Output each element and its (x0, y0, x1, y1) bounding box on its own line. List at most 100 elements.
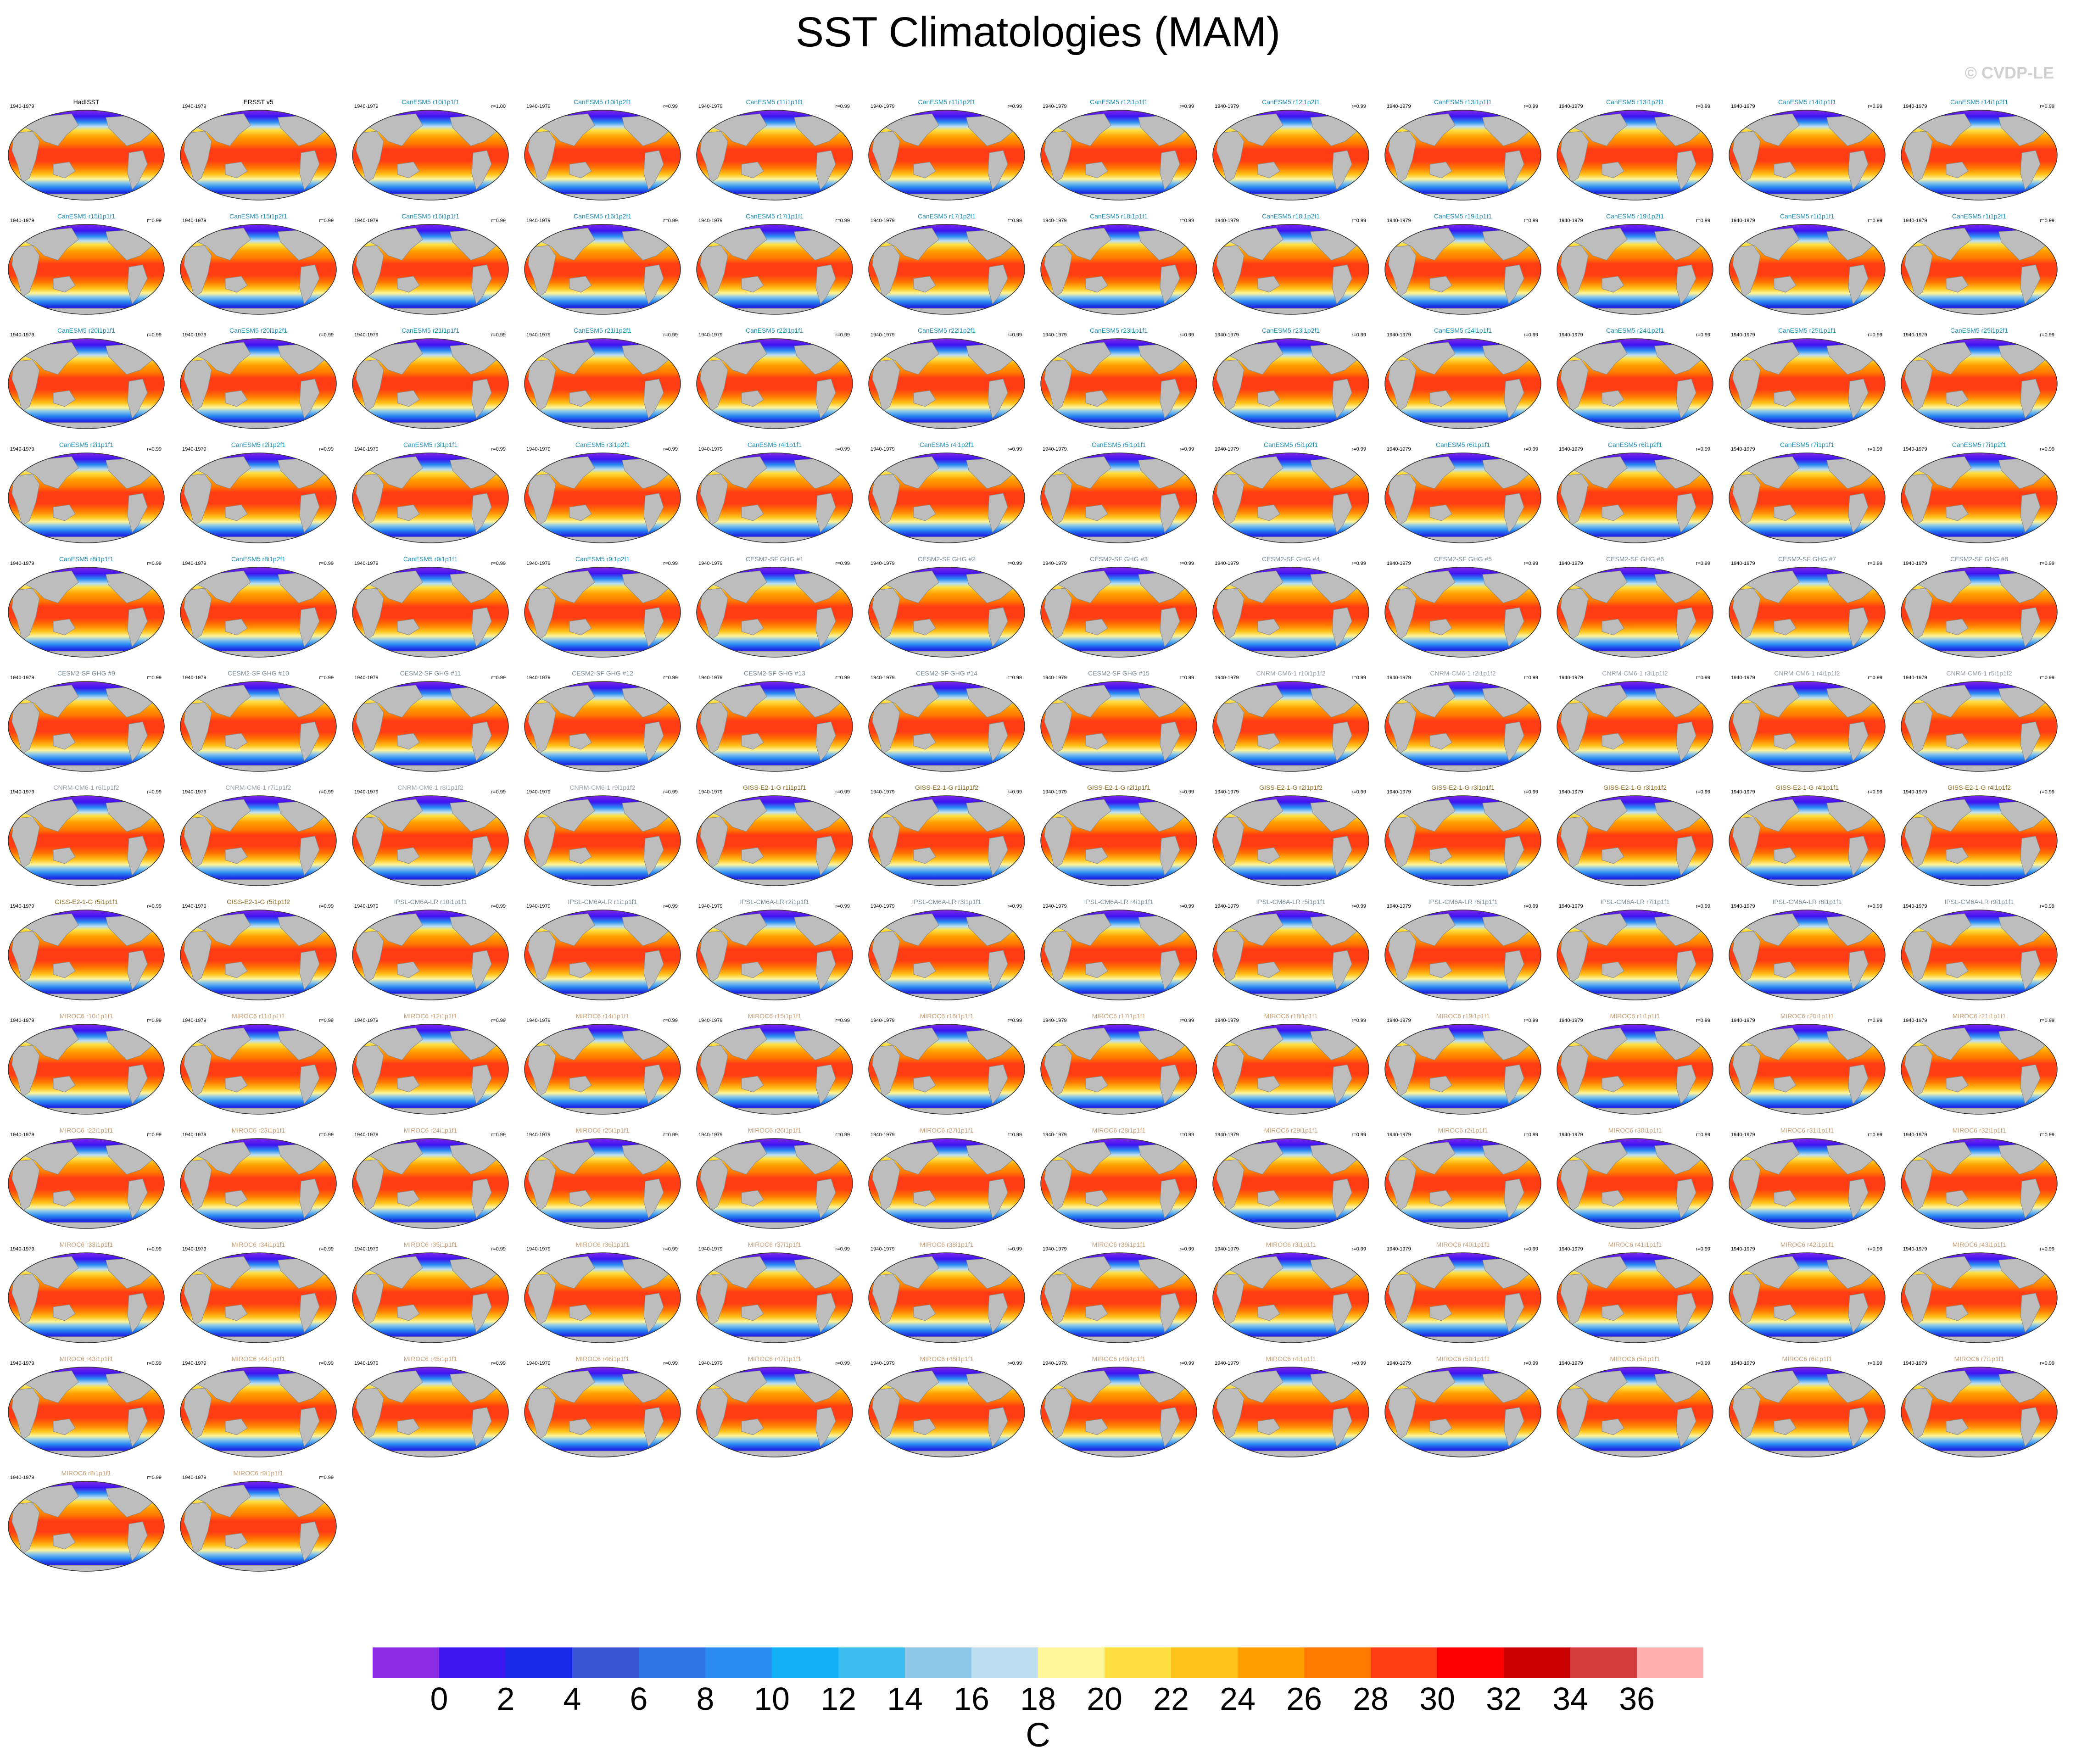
panel-title: MIROC6 r50i1p1f1 (1436, 1355, 1490, 1362)
sst-map (1212, 1367, 1369, 1457)
panel-title: IPSL-CM6A-LR r8i1p1f1 (1772, 898, 1842, 905)
panel-correlation: r=0.99 (1351, 675, 1367, 681)
panel-period: 1940-1979 (1215, 1361, 1239, 1366)
sst-map (1729, 1024, 1886, 1115)
panel-period: 1940-1979 (1903, 789, 1927, 795)
panel-period: 1940-1979 (182, 218, 206, 223)
panel-title: IPSL-CM6A-LR r2i1p1f1 (740, 898, 809, 905)
map-panel: 1940-1979 CanESM5 r25i1p1f1 r=0.99 (1724, 325, 1890, 435)
panel-period: 1940-1979 (1559, 332, 1583, 338)
sst-map (180, 338, 337, 429)
panel-period: 1940-1979 (871, 332, 895, 338)
panel-period: 1940-1979 (1215, 218, 1239, 223)
panel-period: 1940-1979 (1903, 904, 1927, 909)
map-panel: 1940-1979 MIROC6 r18i1p1f1 r=0.99 (1208, 1010, 1373, 1121)
sst-map (8, 910, 165, 1000)
panel-correlation: r=0.99 (319, 1246, 334, 1252)
map-panel: 1940-1979 CanESM5 r1i1p1f1 r=0.99 (1724, 211, 1890, 321)
panel-period: 1940-1979 (1215, 447, 1239, 452)
panel-correlation: r=0.99 (1868, 1361, 1883, 1366)
panel-correlation: r=0.99 (1524, 218, 1539, 223)
panel-correlation: r=0.99 (663, 218, 678, 223)
map-panel: 1940-1979 MIROC6 r17i1p1f1 r=0.99 (1036, 1010, 1201, 1121)
map-panel: 1940-1979 ERSST v5 (176, 96, 341, 207)
sst-map (1212, 110, 1369, 201)
panel-correlation: r=0.99 (319, 675, 334, 681)
panel-correlation: r=0.99 (1696, 218, 1711, 223)
panel-period: 1940-1979 (1903, 104, 1927, 109)
panel-period: 1940-1979 (1731, 789, 1755, 795)
panel-period: 1940-1979 (871, 104, 895, 109)
panel-period: 1940-1979 (526, 561, 551, 566)
panel-period: 1940-1979 (698, 218, 723, 223)
panel-correlation: r=0.99 (1696, 904, 1711, 909)
sst-map (1040, 1138, 1197, 1229)
panel-period: 1940-1979 (526, 447, 551, 452)
panel-correlation: r=0.99 (319, 1475, 334, 1480)
map-panel: 1940-1979 CanESM5 r23i1p2f1 r=0.99 (1208, 325, 1373, 435)
colorbar-tick-label: 10 (754, 1681, 790, 1717)
panel-title: MIROC6 r22i1p1f1 (59, 1127, 113, 1134)
panel-correlation: r=0.99 (1524, 675, 1539, 681)
panel-correlation: r=0.99 (319, 447, 334, 452)
panel-period: 1940-1979 (1559, 904, 1583, 909)
map-panel: 1940-1979 MIROC6 r47i1p1f1 r=0.99 (692, 1353, 857, 1463)
colorbar-tick-label: 12 (820, 1681, 856, 1717)
panel-title: CanESM5 r22i1p1f1 (745, 327, 804, 334)
map-panel: 1940-1979 MIROC6 r6i1p1f1 r=0.99 (1724, 1353, 1890, 1463)
panel-period: 1940-1979 (10, 218, 34, 223)
panel-title: CanESM5 r6i1p2f1 (1607, 441, 1663, 448)
panel-period: 1940-1979 (354, 675, 379, 681)
panel-period: 1940-1979 (698, 1361, 723, 1366)
panel-title: MIROC6 r14i1p1f1 (575, 1012, 630, 1020)
sst-map (1729, 110, 1886, 201)
panel-title: IPSL-CM6A-LR r1i1p1f1 (568, 898, 637, 905)
map-panel: 1940-1979 MIROC6 r33i1p1f1 r=0.99 (4, 1239, 169, 1349)
panel-correlation: r=0.99 (1007, 1246, 1022, 1252)
panel-correlation: r=0.99 (1696, 1361, 1711, 1366)
sst-map (524, 1367, 681, 1457)
sst-map (1901, 1138, 2058, 1229)
panel-correlation: r=0.99 (1351, 1246, 1367, 1252)
panel-period: 1940-1979 (182, 447, 206, 452)
panel-title: CESM2-SF GHG #1 (745, 555, 804, 563)
panel-title: CanESM5 r5i1p1f1 (1091, 441, 1146, 448)
panel-correlation: r=0.99 (835, 1246, 850, 1252)
map-panel: 1940-1979 CanESM5 r14i1p2f1 r=0.99 (1897, 96, 2062, 207)
map-panel: 1940-1979 CanESM5 r20i1p2f1 r=0.99 (176, 325, 341, 435)
sst-map (1901, 1367, 2058, 1457)
map-panel: 1940-1979 MIROC6 r2i1p1f1 r=0.99 (1380, 1125, 1546, 1235)
panel-period: 1940-1979 (526, 789, 551, 795)
panel-title: CanESM5 r21i1p2f1 (573, 327, 632, 334)
panel-title: MIROC6 r30i1p1f1 (1608, 1127, 1662, 1134)
colorbar-swatch (772, 1647, 838, 1678)
panel-correlation: r=0.99 (1179, 1361, 1194, 1366)
panel-correlation: r=0.99 (2040, 1361, 2055, 1366)
panel-period: 1940-1979 (1903, 675, 1927, 681)
panel-title: CNRM-CM6-1 r4i1p1f2 (1774, 670, 1840, 677)
panel-title: GISS-E2-1-G r1i1p1f2 (915, 784, 978, 791)
sst-map (180, 795, 337, 886)
panel-correlation: r=0.99 (147, 1361, 162, 1366)
sst-map (1901, 567, 2058, 658)
map-panel: 1940-1979 CNRM-CM6-1 r6i1p1f2 r=0.99 (4, 782, 169, 892)
panel-period: 1940-1979 (1731, 1018, 1755, 1023)
panel-correlation: r=0.99 (1696, 1246, 1711, 1252)
sst-map (352, 910, 509, 1000)
panel-correlation: r=0.99 (663, 1018, 678, 1023)
panel-title: CanESM5 r7i1p2f1 (1952, 441, 2007, 448)
sst-map (696, 910, 853, 1000)
map-panel: 1940-1979 IPSL-CM6A-LR r3i1p1f1 r=0.99 (864, 896, 1029, 1006)
panel-period: 1940-1979 (1559, 104, 1583, 109)
panel-title: MIROC6 r42i1p1f1 (1780, 1241, 1834, 1248)
panel-correlation: r=0.99 (1179, 675, 1194, 681)
map-panel: 1940-1979 MIROC6 r39i1p1f1 r=0.99 (1036, 1239, 1201, 1349)
panel-title: CNRM-CM6-1 r6i1p1f2 (53, 784, 119, 791)
sst-map (1212, 338, 1369, 429)
panel-period: 1940-1979 (871, 218, 895, 223)
sst-map (1557, 1024, 1713, 1115)
panel-title: CanESM5 r1i1p1f1 (1780, 212, 1835, 220)
sst-map (352, 1138, 509, 1229)
map-panel: 1940-1979 CanESM5 r9i1p2f1 r=0.99 (520, 553, 685, 664)
colorbar-tick-label: 34 (1552, 1681, 1588, 1717)
